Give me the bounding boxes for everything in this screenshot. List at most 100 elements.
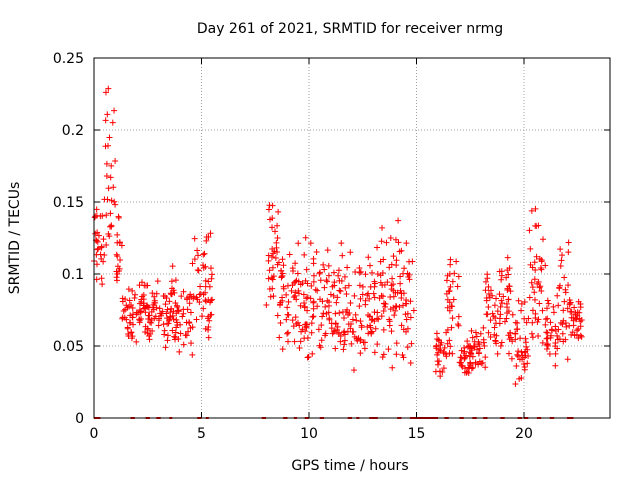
data-point	[180, 310, 187, 317]
data-point	[389, 364, 396, 371]
data-point	[362, 271, 369, 278]
data-point	[397, 273, 404, 280]
data-point	[485, 303, 492, 310]
data-point	[186, 319, 193, 326]
data-point	[532, 315, 539, 322]
data-point	[207, 265, 214, 272]
data-point	[273, 244, 280, 251]
data-point	[115, 213, 122, 220]
data-point	[560, 338, 567, 345]
data-point	[190, 293, 197, 300]
data-point	[374, 244, 381, 251]
data-point	[497, 303, 504, 310]
data-point	[203, 237, 210, 244]
data-point	[448, 324, 455, 331]
data-point	[310, 299, 317, 306]
data-point	[379, 354, 386, 361]
data-point	[275, 208, 282, 215]
data-point	[577, 332, 584, 339]
data-point	[437, 341, 444, 348]
data-point	[335, 331, 342, 338]
data-point	[114, 253, 121, 260]
data-point	[126, 297, 133, 304]
data-point	[209, 271, 216, 278]
data-point	[104, 196, 111, 203]
data-point	[554, 345, 561, 352]
data-point	[104, 111, 111, 118]
data-point	[119, 295, 126, 302]
data-point	[105, 85, 112, 92]
data-point	[389, 275, 396, 282]
data-point	[323, 277, 330, 284]
data-point	[546, 351, 553, 358]
data-point	[183, 296, 190, 303]
data-point	[267, 293, 274, 300]
data-point	[330, 269, 337, 276]
data-point	[285, 338, 292, 345]
data-point	[450, 296, 457, 303]
data-point	[554, 292, 561, 299]
data-point	[325, 309, 332, 316]
data-point	[108, 162, 115, 169]
data-point	[144, 304, 151, 311]
data-point	[187, 291, 194, 298]
data-point	[205, 334, 212, 341]
data-point	[469, 353, 476, 360]
data-point	[377, 258, 384, 265]
data-point	[444, 304, 451, 311]
data-point	[297, 302, 304, 309]
data-point	[164, 337, 171, 344]
data-point	[498, 276, 505, 283]
data-point	[93, 276, 100, 283]
data-points	[91, 85, 585, 419]
data-point	[145, 316, 152, 323]
data-point	[352, 311, 359, 318]
data-point	[398, 295, 405, 302]
data-point	[455, 313, 462, 320]
data-point	[95, 232, 102, 239]
data-point	[304, 294, 311, 301]
data-point	[178, 293, 185, 300]
data-point	[387, 234, 394, 241]
data-point	[361, 345, 368, 352]
data-point	[289, 265, 296, 272]
data-point	[535, 222, 542, 229]
data-point	[142, 309, 149, 316]
data-point	[94, 229, 101, 236]
data-point	[342, 284, 349, 291]
data-point	[164, 306, 171, 313]
data-point	[536, 284, 543, 291]
data-point	[514, 326, 521, 333]
data-point	[467, 360, 474, 367]
data-point	[449, 350, 456, 357]
data-point	[444, 340, 451, 347]
data-point	[325, 272, 332, 279]
data-point	[112, 201, 119, 208]
data-point	[302, 321, 309, 328]
data-point	[361, 339, 368, 346]
data-point	[557, 246, 564, 253]
data-point	[332, 310, 339, 317]
data-point	[447, 343, 454, 350]
data-point	[315, 326, 322, 333]
data-point	[369, 269, 376, 276]
data-point	[108, 197, 115, 204]
data-point	[393, 303, 400, 310]
data-point	[498, 339, 505, 346]
data-point	[99, 212, 106, 219]
data-point	[542, 321, 549, 328]
data-point	[347, 249, 354, 256]
data-point	[348, 320, 355, 327]
data-point	[321, 266, 328, 273]
data-point	[386, 318, 393, 325]
data-point	[191, 256, 198, 263]
data-point	[317, 344, 324, 351]
data-point	[269, 215, 276, 222]
data-point	[171, 333, 178, 340]
data-point	[292, 260, 299, 267]
data-point	[437, 347, 444, 354]
data-point	[195, 252, 202, 259]
data-point	[121, 314, 128, 321]
data-point	[469, 364, 476, 371]
data-point	[160, 321, 167, 328]
